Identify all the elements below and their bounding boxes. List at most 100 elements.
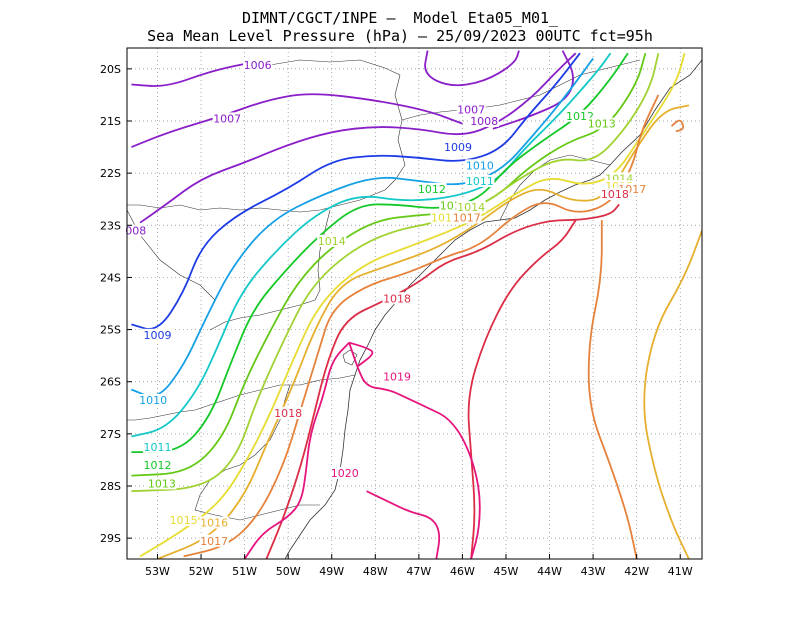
isobar-label: 1007 <box>213 112 241 125</box>
isobar-label: 1013 <box>588 118 616 131</box>
isobar-label-bg <box>273 407 303 419</box>
isobar-label-bg <box>417 182 447 195</box>
isobar-1017 <box>670 119 685 133</box>
isobar-1019 <box>243 341 350 559</box>
lat-tick-label: 21S <box>100 115 121 128</box>
isobar-label: 1019 <box>383 371 411 384</box>
isobar-label: 1015 <box>431 211 459 224</box>
lat-tick-label: 25S <box>100 324 121 337</box>
lat-tick-label: 22S <box>100 167 121 180</box>
lon-tick-label: 46W <box>450 565 475 578</box>
lon-tick-label: 51W <box>232 565 257 578</box>
isobar-label-bg <box>138 393 168 406</box>
state-border-5 <box>127 209 216 301</box>
isobar-label: 1009 <box>143 329 171 342</box>
isobar-1012 <box>131 52 629 453</box>
isobar-label: 1012 <box>143 459 171 472</box>
lake-itaipu <box>269 59 401 76</box>
lon-tick-label: 48W <box>363 565 388 578</box>
isobar-1018 <box>265 203 620 559</box>
isobar-label: 1018 <box>601 188 629 201</box>
isobar-label: 1008 <box>470 115 498 128</box>
isobar-label: 1018 <box>274 407 302 420</box>
isobar-1017 <box>587 220 638 559</box>
isobar-label: 1018 <box>383 292 411 305</box>
isobar-1017 <box>183 94 660 558</box>
isobar-1009 <box>131 52 581 330</box>
isobar-label: 1014 <box>318 235 346 248</box>
isobar-label-bg <box>124 224 147 237</box>
isobar-label: 1006 <box>244 59 272 72</box>
lon-tick-label: 42W <box>624 565 649 578</box>
isobar-1019 <box>348 341 374 367</box>
isobar-1014 <box>131 52 660 493</box>
isobar-1013 <box>131 52 647 477</box>
lat-tick-label: 28S <box>100 480 121 493</box>
isobar-label-bg <box>142 459 173 472</box>
isobar-label-bg <box>382 292 412 305</box>
isobar-label-bg <box>199 534 229 547</box>
isobar-1010 <box>131 57 594 397</box>
map-frame <box>126 47 703 560</box>
isobar-label: 1007 <box>457 104 485 117</box>
isobar-label: 1016 <box>200 517 228 530</box>
isobar-label-bg <box>142 440 173 453</box>
isobar-label-bg <box>452 211 482 224</box>
isobar-label-bg <box>465 174 495 187</box>
coastline-borders <box>127 59 702 559</box>
isobar-1019 <box>348 342 481 559</box>
isobar-lines <box>131 50 702 559</box>
isobar-1020 <box>366 490 441 559</box>
isobar-1006 <box>131 60 267 87</box>
isobar-labels: 1006100710071008008100910091010101010111… <box>124 59 647 548</box>
isobar-label: 1011 <box>466 175 494 188</box>
state-border-3 <box>127 374 356 421</box>
lon-tick-label: 45W <box>494 565 519 578</box>
isobar-label-bg <box>443 141 473 154</box>
isobar-label: 1011 <box>143 441 171 454</box>
isobar-label: 1012 <box>418 183 446 196</box>
latitude-ticks: 20S 21S 22S 23S 24S 25S 26S 27S 28S 29S <box>100 63 132 545</box>
lat-tick-label: 23S <box>100 219 121 232</box>
state-border-6 <box>401 59 641 121</box>
lon-tick-label: 50W <box>276 565 301 578</box>
state-border-4 <box>194 384 320 521</box>
isobar-label-bg <box>330 466 360 479</box>
isobar-label: 1013 <box>148 477 176 490</box>
isobar-label-bg <box>600 188 630 200</box>
lon-tick-label: 47W <box>406 565 431 578</box>
lon-tick-label: 44W <box>537 565 562 578</box>
lat-tick-label: 27S <box>100 428 121 441</box>
map-title-line1: DIMNT/CGCT/INPE – Model Eta05_M01_ <box>241 9 559 27</box>
coastline <box>284 59 702 559</box>
lat-tick-label: 20S <box>100 63 121 76</box>
isobar-1016 <box>643 230 702 559</box>
lat-tick-label: 24S <box>100 271 121 284</box>
isobar-1008 <box>424 50 520 87</box>
isobar-label-bg <box>317 234 347 247</box>
isobar-label-bg <box>469 115 499 127</box>
isobar-label: 1020 <box>331 467 359 480</box>
lat-tick-label: 26S <box>100 376 121 389</box>
lon-tick-label: 52W <box>189 565 214 578</box>
lon-tick-label: 53W <box>145 565 170 578</box>
isobar-1007 <box>492 50 574 130</box>
state-border-1 <box>127 74 406 213</box>
isobar-label-bg <box>243 59 273 72</box>
isobar-label-bg <box>456 201 486 214</box>
isobar-label-bg <box>456 103 486 116</box>
isobar-label-bg <box>587 117 617 130</box>
isobar-1018 <box>467 219 577 559</box>
isobar-label: 1010 <box>139 394 167 407</box>
lat-tick-label: 29S <box>100 532 121 545</box>
isobar-label: 1015 <box>170 514 198 527</box>
state-border-2 <box>209 209 331 331</box>
isobar-label: 1012 <box>566 110 594 123</box>
isobar-1007 <box>131 93 463 148</box>
isobar-label: 008 <box>125 225 146 238</box>
isobar-label-bg <box>142 328 173 341</box>
lon-tick-label: 43W <box>581 565 606 578</box>
isobar-label: 1009 <box>444 141 472 154</box>
isobar-label: 1017 <box>200 535 228 548</box>
